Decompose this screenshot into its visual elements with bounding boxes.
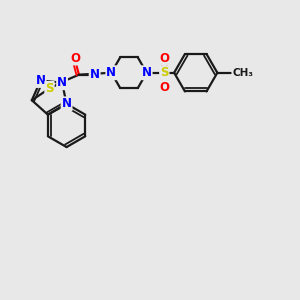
- Text: N: N: [106, 66, 116, 79]
- Text: N: N: [61, 98, 72, 110]
- Text: N: N: [36, 74, 46, 87]
- Text: CH₃: CH₃: [232, 68, 253, 78]
- Text: N: N: [142, 66, 152, 79]
- Text: N: N: [57, 76, 67, 89]
- Text: N: N: [90, 68, 100, 81]
- Text: S: S: [160, 66, 169, 79]
- Text: O: O: [159, 81, 169, 94]
- Text: O: O: [159, 52, 169, 64]
- Text: S: S: [45, 82, 54, 95]
- Text: O: O: [70, 52, 80, 64]
